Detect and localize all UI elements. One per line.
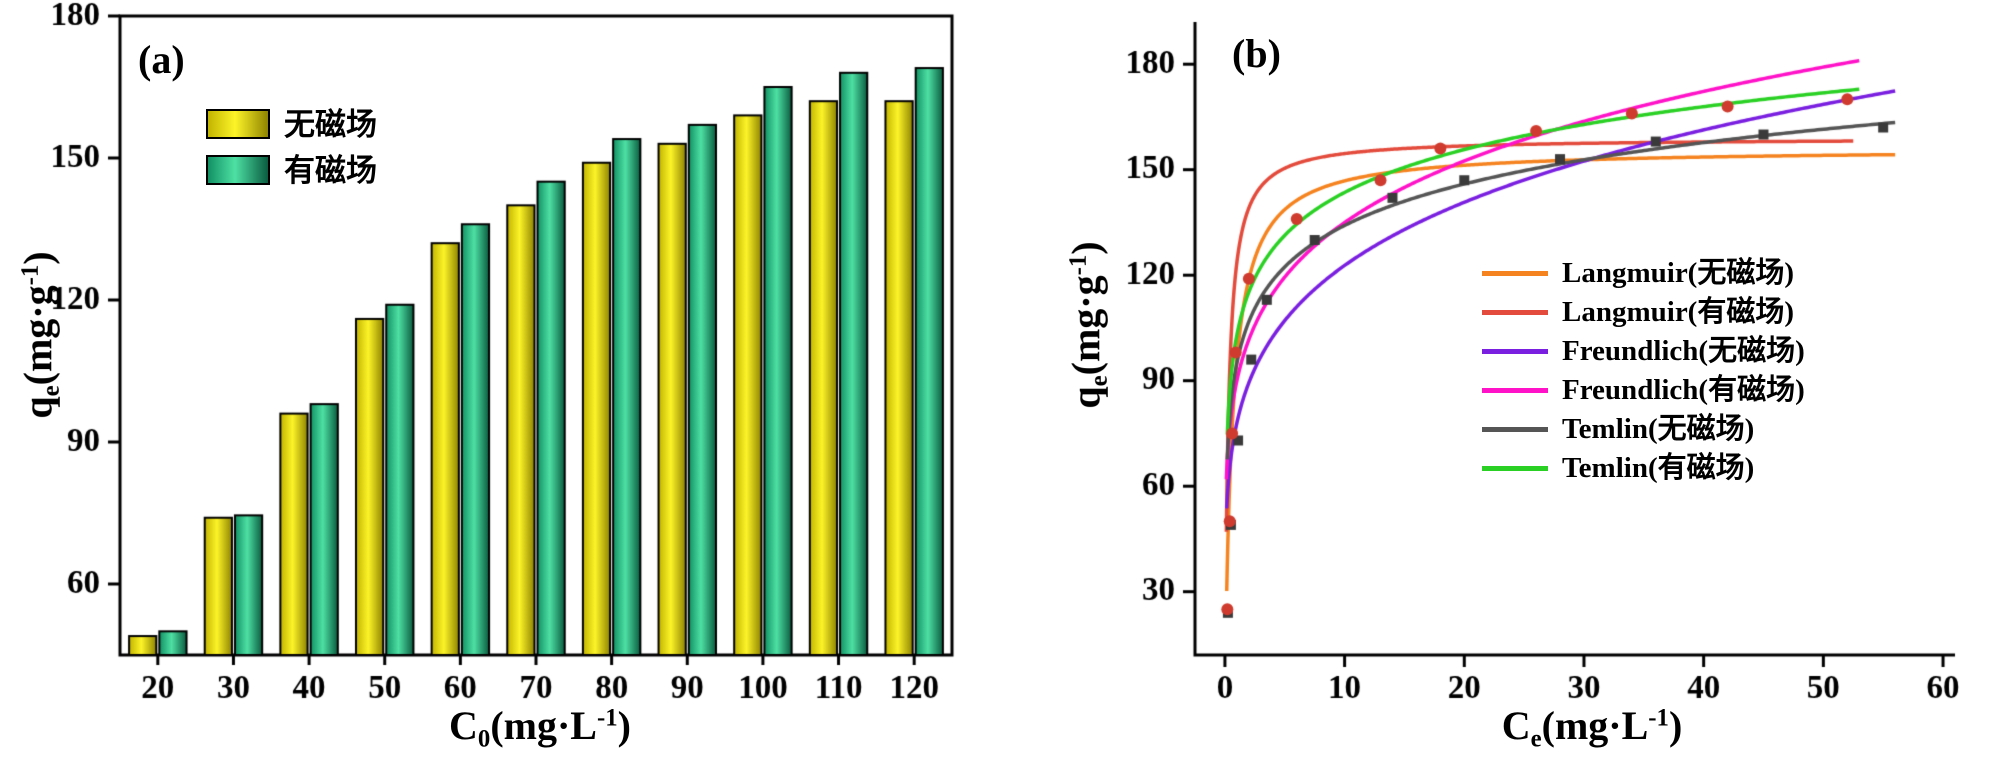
label-part: e xyxy=(1085,375,1113,387)
label-part: 0 xyxy=(477,725,491,753)
label-part: ) xyxy=(1063,241,1109,255)
legend-item-langmuir-with-field: Langmuir(有磁场) xyxy=(1482,297,1805,328)
label-part: ) xyxy=(1668,703,1683,748)
legend-label: Freundlich(无磁场) xyxy=(1562,335,1805,367)
label-part: ) xyxy=(617,703,631,748)
label-part: -1 xyxy=(596,704,618,732)
legend-label: Temlin(无磁场) xyxy=(1562,413,1755,445)
freundlich-with-field-swatch xyxy=(1482,388,1548,393)
with-field-swatch xyxy=(206,155,270,185)
legend-label-with-field: 有磁场 xyxy=(284,152,377,188)
legend-item-freundlich-no-field: Freundlich(无磁场) xyxy=(1482,336,1805,367)
langmuir-no-field-swatch xyxy=(1482,271,1548,276)
temlin-with-field-swatch xyxy=(1482,466,1548,471)
label-part: C xyxy=(1501,703,1531,748)
freundlich-no-field-swatch xyxy=(1482,349,1548,354)
label-part: e xyxy=(1530,725,1542,753)
label-part: e xyxy=(37,385,65,397)
label-part: -1 xyxy=(1648,704,1669,732)
legend-label: Temlin(有磁场) xyxy=(1562,452,1755,484)
panel-a-y-axis-label: qe(mg·g-1) xyxy=(14,251,65,418)
label-part: -1 xyxy=(1064,254,1092,276)
langmuir-with-field-swatch xyxy=(1482,310,1548,315)
label-part: (mg·L xyxy=(1541,703,1649,748)
panel-a-label: (a) xyxy=(138,37,185,82)
legend-item-with-field: 有磁场 xyxy=(206,152,377,188)
legend-item-temlin-with-field: Temlin(有磁场) xyxy=(1482,453,1805,484)
bar-legend: 无磁场 有磁场 xyxy=(206,106,377,188)
legend-item-freundlich-with-field: Freundlich(有磁场) xyxy=(1482,375,1805,406)
panel-b-y-axis-label: qe(mg·g-1) xyxy=(1062,241,1113,408)
panel-b-label: (b) xyxy=(1232,31,1281,76)
label-part: (mg·g xyxy=(15,285,61,386)
legend-label: Langmuir(有磁场) xyxy=(1562,296,1795,328)
panel-a: (a) 无磁场 有磁场 qe(mg·g-1) C0(mg·L-1) xyxy=(0,0,980,783)
legend-item-temlin-no-field: Temlin(无磁场) xyxy=(1482,414,1805,445)
legend-item-no-field: 无磁场 xyxy=(206,106,377,142)
label-part: (mg·L xyxy=(490,703,597,748)
legend-label: Freundlich(有磁场) xyxy=(1562,374,1805,406)
panel-b: (b) Langmuir(无磁场) Langmuir(有磁场) Freundli… xyxy=(980,0,2000,783)
legend-label-no-field: 无磁场 xyxy=(284,106,377,142)
no-field-swatch xyxy=(206,109,270,139)
panel-b-x-axis-label: Ce(mg·L-1) xyxy=(1502,702,1683,753)
panel-a-x-axis-label: C0(mg·L-1) xyxy=(449,702,631,753)
label-part: C xyxy=(449,703,478,748)
label-part: (mg·g xyxy=(1063,275,1109,376)
bar-chart-canvas xyxy=(0,0,980,783)
isotherm-legend: Langmuir(无磁场) Langmuir(有磁场) Freundlich(无… xyxy=(1482,258,1805,484)
label-part: q xyxy=(15,396,61,419)
label-part: q xyxy=(1063,386,1109,409)
label-part: -1 xyxy=(16,264,44,286)
legend-label: Langmuir(无磁场) xyxy=(1562,257,1795,289)
legend-item-langmuir-no-field: Langmuir(无磁场) xyxy=(1482,258,1805,289)
temlin-no-field-swatch xyxy=(1482,427,1548,432)
label-part: ) xyxy=(15,251,61,265)
